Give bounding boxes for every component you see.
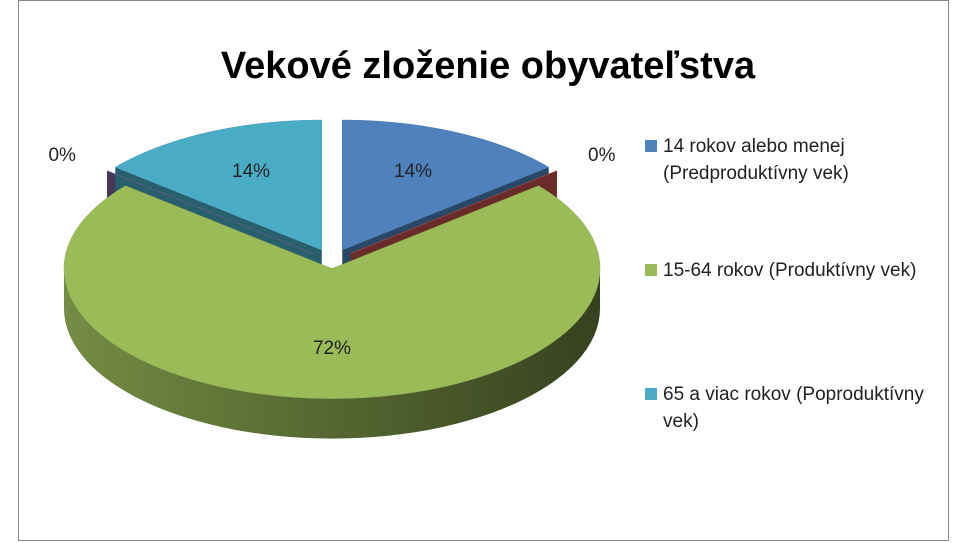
chart-title: Vekové zloženie obyvateľstva — [221, 45, 756, 87]
pie-slice — [63, 185, 601, 399]
legend-swatch — [645, 388, 657, 400]
data-label: 14% — [232, 161, 270, 182]
data-label: 0% — [588, 145, 616, 166]
data-label: 0% — [48, 145, 76, 166]
legend-item: 65 a viac rokov (Poproduktívny vek) — [645, 381, 945, 435]
legend-label: 65 a viac rokov (Poproduktívny vek) — [663, 384, 924, 432]
pie-slice — [341, 119, 550, 251]
legend-swatch — [645, 140, 657, 152]
pie-slice — [114, 119, 323, 251]
legend-item: 14 rokov alebo menej (Predproduktívny ve… — [645, 133, 945, 187]
legend-item: 15-64 rokov (Produktívny vek) — [645, 257, 945, 284]
data-label: 14% — [394, 161, 432, 182]
legend-label: 14 rokov alebo menej (Predproduktívny ve… — [663, 136, 849, 184]
legend-swatch — [645, 264, 657, 276]
legend-label: 15-64 rokov (Produktívny vek) — [663, 260, 917, 281]
slice-wall — [64, 268, 600, 439]
pie-slices — [63, 119, 601, 439]
data-label: 72% — [313, 338, 351, 359]
